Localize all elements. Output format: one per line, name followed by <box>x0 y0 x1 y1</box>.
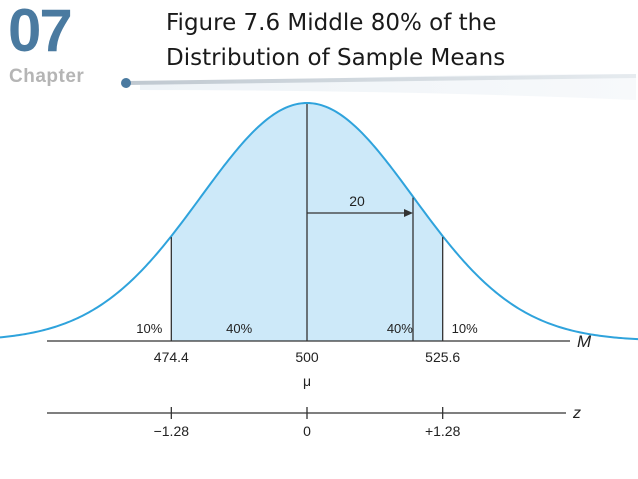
title-line-1: Figure 7.6 Middle 80% of the <box>166 10 497 36</box>
chapter-label: Chapter <box>9 66 85 87</box>
header-bullet <box>121 78 131 88</box>
region-label-right-tail: 10% <box>452 321 478 336</box>
m-axis-label: M <box>577 332 592 351</box>
m-tick-label-upper: 525.6 <box>425 349 460 365</box>
region-label-left-tail: 10% <box>136 321 162 336</box>
chapter-number: 07 <box>8 0 73 64</box>
region-label-right-center: 40% <box>387 321 413 336</box>
m-tick-label-mean: 500 <box>295 349 319 365</box>
z-tick-label-lower: −1.28 <box>154 423 190 439</box>
standard-error-label: 20 <box>349 193 365 209</box>
z-tick-label-upper: +1.28 <box>425 423 461 439</box>
header-rule <box>125 74 637 85</box>
z-axis-label: z <box>572 405 581 422</box>
arrow-head <box>404 209 413 217</box>
title-line-2: Distribution of Sample Means <box>166 45 506 71</box>
mu-label: μ <box>303 373 311 389</box>
z-tick-label-zero: 0 <box>303 423 311 439</box>
m-tick-label-lower: 474.4 <box>154 349 189 365</box>
region-label-left-center: 40% <box>226 321 252 336</box>
slide-title: Figure 7.6 Middle 80% of the Distributio… <box>166 6 626 76</box>
normal-curve <box>0 101 638 341</box>
